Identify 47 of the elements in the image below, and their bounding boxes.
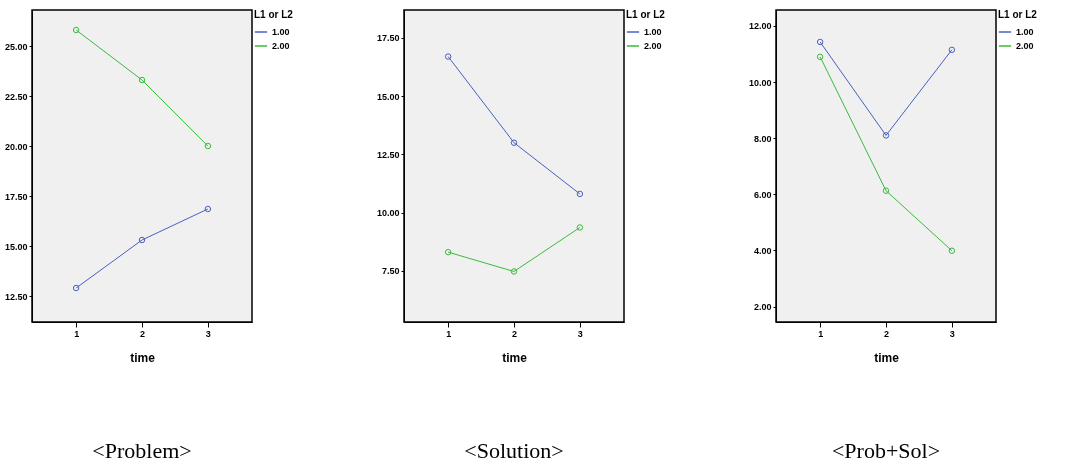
x-tick-label: 1 [818, 328, 824, 339]
point [138, 76, 146, 84]
y-tick-label: 20.00 [4, 141, 28, 152]
y-tick-label: 10.00 [376, 208, 400, 219]
text: <Solution> [464, 438, 564, 463]
legend-title: L1 or L2 [998, 9, 1038, 20]
y-tick-label: 25.00 [4, 41, 28, 52]
x-axis-title: time [130, 350, 156, 365]
y-tick-label: 12.50 [4, 291, 28, 302]
y-tick-label: 17.50 [376, 33, 400, 44]
text: <Problem> [92, 438, 192, 463]
y-tick-label: 6.00 [753, 189, 772, 200]
legend-label: 1.00 [272, 27, 290, 37]
y-tick-label: 15.00 [4, 241, 28, 252]
y-tick-label: 12.00 [748, 21, 772, 32]
point [882, 132, 890, 139]
point [510, 139, 518, 146]
x-tick-label: 2 [139, 328, 146, 339]
y-tick-label: 10.00 [748, 77, 772, 88]
legend-title: L1 or L2 [254, 9, 294, 20]
y-tick-label: 2.00 [753, 302, 772, 313]
x-tick-label: 1 [74, 328, 80, 339]
y-tick-label: 17.50 [4, 191, 28, 202]
x-axis-title: time [874, 350, 900, 365]
point [882, 187, 890, 194]
y-tick-label: 12.50 [376, 149, 400, 160]
x-tick-label: 1 [446, 328, 452, 339]
legend-title: L1 or L2 [626, 9, 666, 20]
legend-label: 2.00 [272, 41, 290, 51]
y-tick-label: 4.00 [753, 245, 772, 256]
legend-label: 2.00 [644, 41, 662, 51]
y-tick-label: 7.50 [381, 266, 400, 277]
legend-label: 1.00 [644, 27, 662, 37]
x-tick-label: 3 [577, 328, 583, 339]
legend-label: 2.00 [1016, 41, 1034, 51]
legend-label: 1.00 [1016, 27, 1034, 37]
x-tick-label: 2 [511, 328, 518, 339]
x-tick-label: 3 [205, 328, 211, 339]
x-tick-label: 2 [883, 328, 890, 339]
point [138, 236, 146, 244]
y-tick-label: 22.50 [4, 91, 28, 102]
y-tick-label: 8.00 [753, 133, 772, 144]
x-axis-title: time [502, 350, 528, 365]
x-tick-label: 3 [949, 328, 955, 339]
point [510, 268, 518, 275]
y-tick-label: 15.00 [376, 91, 400, 102]
text: <Prob+Sol> [831, 438, 941, 463]
